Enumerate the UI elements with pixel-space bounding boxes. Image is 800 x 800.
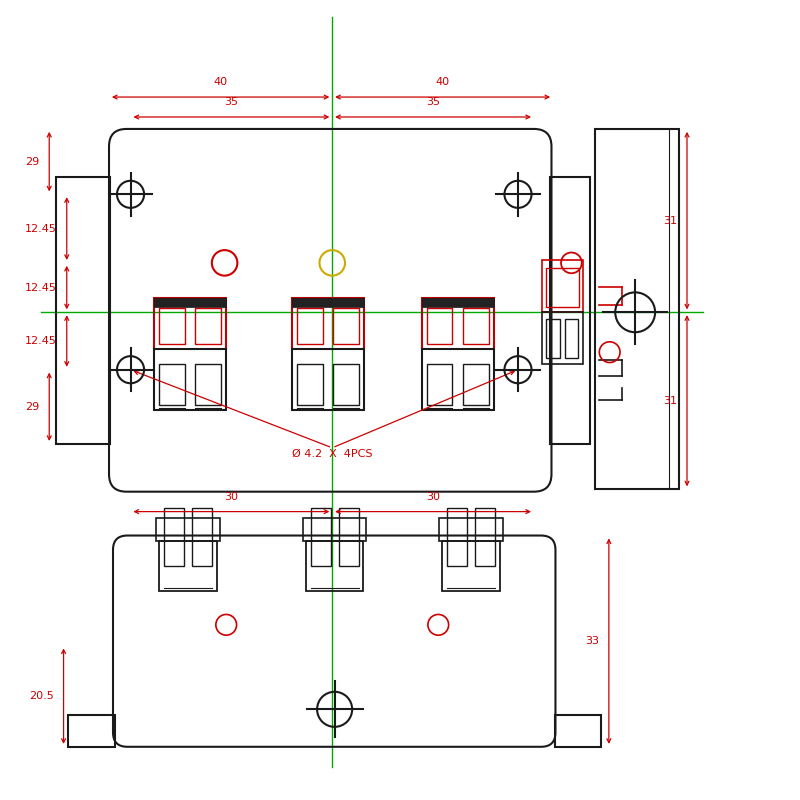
Text: 29: 29 [26, 157, 40, 166]
Text: Ø 4.2  X  4PCS: Ø 4.2 X 4PCS [292, 450, 373, 459]
Bar [195, 364, 221, 405]
Text: 40: 40 [435, 78, 450, 87]
Bar [542, 261, 582, 312]
Bar [463, 364, 489, 405]
Bar [550, 177, 590, 444]
Bar [154, 298, 226, 410]
Bar [475, 508, 495, 566]
Bar [442, 541, 500, 591]
Text: 30: 30 [224, 492, 238, 502]
Bar [463, 308, 489, 344]
Bar [426, 308, 453, 344]
Bar [158, 308, 185, 344]
Bar [542, 312, 582, 364]
Bar [159, 541, 217, 591]
Bar [306, 541, 363, 591]
Bar [195, 308, 221, 344]
Bar [334, 308, 359, 344]
Text: 40: 40 [214, 78, 228, 87]
Bar [192, 508, 212, 566]
Bar [546, 268, 578, 307]
Text: 29: 29 [26, 402, 40, 412]
Bar [55, 177, 110, 444]
Bar [156, 518, 219, 541]
Bar [439, 518, 502, 541]
Bar [422, 298, 494, 410]
Bar [595, 129, 679, 490]
Bar [334, 364, 359, 405]
Bar [158, 364, 185, 405]
Text: 12.45: 12.45 [26, 336, 57, 346]
Bar [426, 364, 453, 405]
Bar [546, 318, 560, 358]
Bar [67, 715, 115, 746]
Text: 31: 31 [663, 216, 678, 226]
Text: 35: 35 [426, 98, 440, 107]
Bar [565, 318, 578, 358]
Text: 31: 31 [663, 396, 678, 406]
Text: 33: 33 [586, 636, 599, 646]
Bar [422, 298, 494, 307]
Text: 35: 35 [224, 98, 238, 107]
Bar [447, 508, 467, 566]
Bar [154, 298, 226, 307]
Text: 12.45: 12.45 [26, 223, 57, 234]
Bar [303, 518, 366, 541]
Bar [164, 508, 184, 566]
Bar [292, 298, 364, 307]
Bar [310, 508, 330, 566]
Bar [154, 298, 226, 350]
Bar [555, 715, 601, 746]
Text: 12.45: 12.45 [26, 282, 57, 293]
Bar [297, 364, 322, 405]
Bar [338, 508, 358, 566]
Bar [292, 298, 364, 350]
Bar [422, 298, 494, 350]
Text: 20.5: 20.5 [30, 691, 54, 701]
Bar [292, 298, 364, 410]
Bar [297, 308, 322, 344]
Text: 30: 30 [426, 492, 440, 502]
